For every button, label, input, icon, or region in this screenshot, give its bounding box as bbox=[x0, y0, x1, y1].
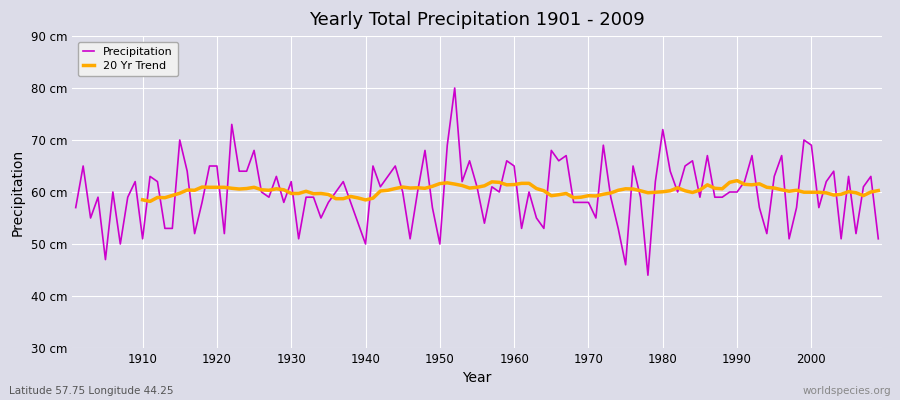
20 Yr Trend bbox=[873, 188, 884, 193]
Title: Yearly Total Precipitation 1901 - 2009: Yearly Total Precipitation 1901 - 2009 bbox=[309, 11, 645, 29]
Line: 20 Yr Trend: 20 Yr Trend bbox=[142, 181, 878, 202]
Precipitation bbox=[130, 179, 140, 184]
20 Yr Trend bbox=[828, 193, 839, 198]
20 Yr Trend bbox=[137, 198, 148, 202]
X-axis label: Year: Year bbox=[463, 372, 491, 386]
Precipitation bbox=[643, 273, 653, 278]
Precipitation bbox=[70, 205, 81, 210]
Text: worldspecies.org: worldspecies.org bbox=[803, 386, 891, 396]
Precipitation bbox=[449, 86, 460, 90]
20 Yr Trend bbox=[286, 191, 297, 196]
Precipitation bbox=[338, 179, 348, 184]
20 Yr Trend bbox=[524, 181, 535, 186]
Y-axis label: Precipitation: Precipitation bbox=[11, 148, 25, 236]
20 Yr Trend bbox=[850, 190, 861, 195]
Precipitation bbox=[517, 226, 527, 231]
Legend: Precipitation, 20 Yr Trend: Precipitation, 20 Yr Trend bbox=[77, 42, 178, 76]
Precipitation bbox=[873, 236, 884, 241]
Precipitation bbox=[293, 236, 304, 241]
Text: Latitude 57.75 Longitude 44.25: Latitude 57.75 Longitude 44.25 bbox=[9, 386, 174, 396]
Line: Precipitation: Precipitation bbox=[76, 88, 878, 275]
20 Yr Trend bbox=[583, 193, 594, 198]
20 Yr Trend bbox=[732, 178, 742, 183]
Precipitation bbox=[606, 195, 616, 200]
20 Yr Trend bbox=[145, 199, 156, 204]
20 Yr Trend bbox=[316, 191, 327, 196]
Precipitation bbox=[508, 164, 519, 168]
